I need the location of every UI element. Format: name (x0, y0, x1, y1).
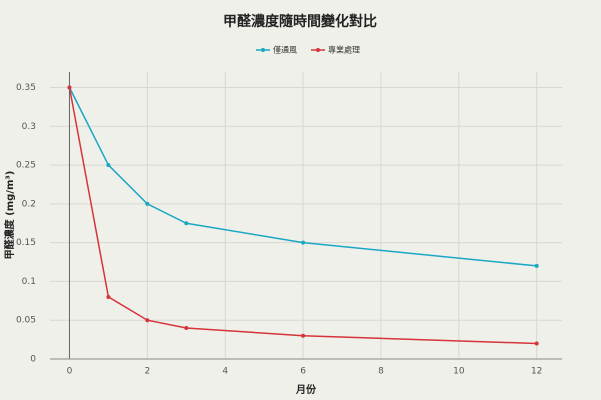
y-tick-label: 0.3 (22, 122, 36, 132)
x-tick-label: 4 (222, 367, 228, 377)
legend-label: 僅通風 (273, 45, 297, 55)
y-tick-label: 0 (30, 355, 36, 365)
data-point (534, 341, 539, 346)
x-tick-label: 2 (144, 367, 150, 377)
x-tick-label: 0 (67, 367, 73, 377)
y-axis-label: 甲醛濃度 (mg/m³) (3, 171, 16, 260)
x-tick-label: 12 (531, 367, 542, 377)
data-point (106, 294, 111, 299)
y-tick-label: 0.2 (22, 199, 36, 209)
data-point (145, 201, 150, 206)
data-point (301, 240, 306, 245)
y-tick-label: 0.35 (16, 83, 36, 93)
data-point (145, 318, 150, 323)
y-tick-label: 0.15 (16, 238, 36, 248)
legend-label: 專業處理 (328, 45, 360, 55)
x-tick-label: 10 (453, 367, 465, 377)
data-point (184, 325, 189, 330)
y-tick-label: 0.25 (16, 161, 36, 171)
data-point (534, 263, 539, 268)
x-tick-label: 6 (300, 367, 306, 377)
y-tick-label: 0.05 (16, 316, 36, 326)
x-axis-label: 月份 (295, 383, 317, 396)
chart-title: 甲醛濃度隨時間變化對比 (223, 13, 377, 30)
series-line (68, 87, 537, 267)
data-point (184, 221, 189, 226)
x-tick-label: 8 (378, 367, 384, 377)
legend-swatch (261, 48, 265, 52)
legend-swatch (316, 48, 320, 52)
data-point (67, 85, 72, 90)
data-point (301, 333, 306, 338)
series-line (68, 87, 537, 345)
data-point (106, 163, 111, 168)
y-tick-label: 0.1 (22, 277, 36, 287)
